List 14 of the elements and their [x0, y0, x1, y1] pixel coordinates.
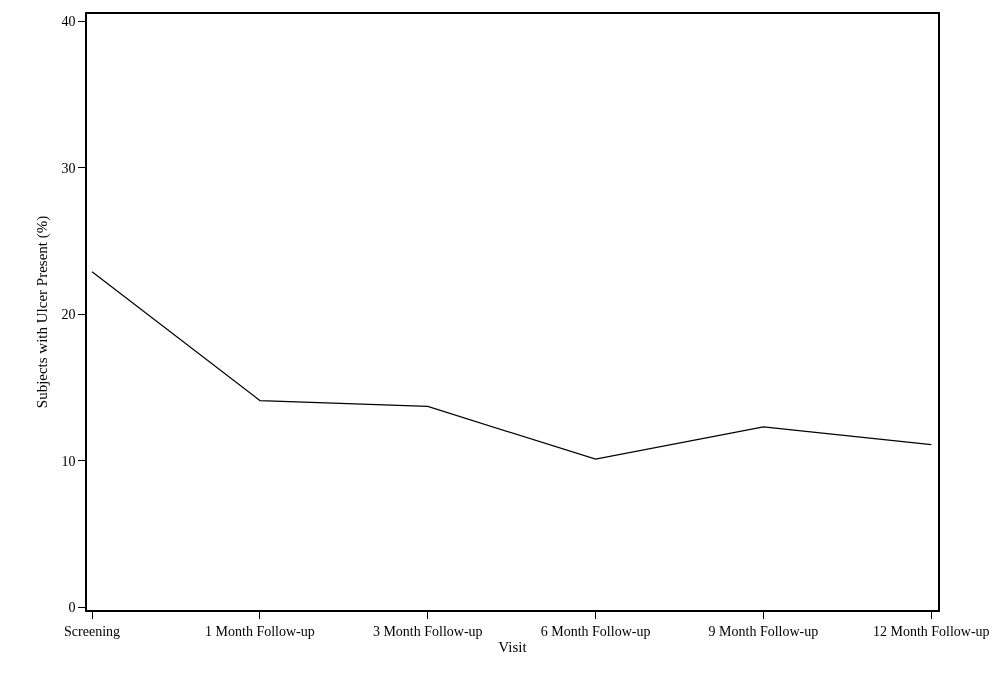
y-tick-label: 20 — [61, 307, 76, 323]
x-tick-label: 9 Month Follow-up — [708, 623, 819, 639]
y-axis-title: Subjects with Ulcer Present (%) — [34, 215, 52, 409]
x-tick-label: 6 Month Follow-up — [540, 623, 651, 639]
x-tick-label: 12 Month Follow-up — [872, 623, 990, 639]
x-tick-label: 3 Month Follow-up — [372, 623, 483, 639]
x-tick-label: 1 Month Follow-up — [205, 623, 315, 639]
y-tick-label: 0 — [68, 599, 76, 615]
y-tick-label: 10 — [61, 453, 76, 469]
y-tick-label: 40 — [61, 14, 76, 30]
x-tick-label: Screening — [64, 623, 121, 639]
y-tick-label: 30 — [61, 160, 76, 176]
line-series — [91, 271, 932, 460]
x-axis-title: Visit — [498, 639, 528, 656]
